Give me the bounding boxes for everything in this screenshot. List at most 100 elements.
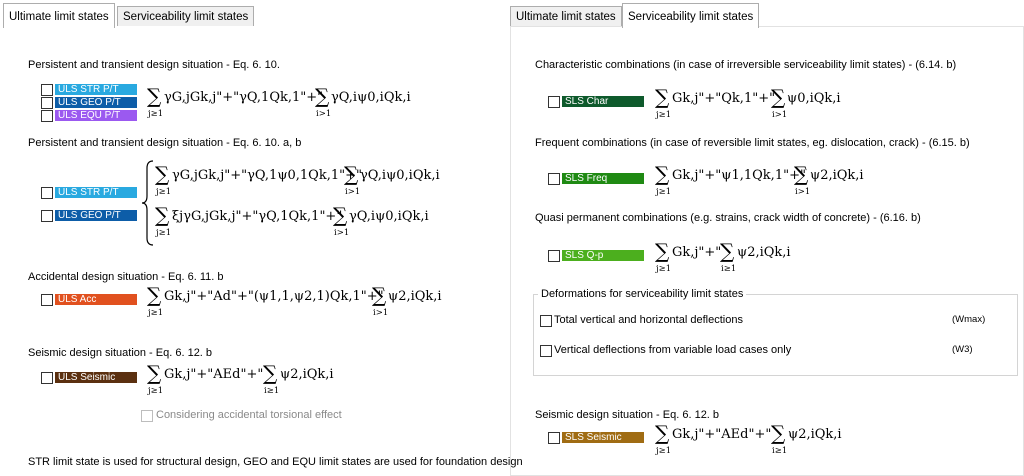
formula-part: Gk,j"+" <box>672 245 722 260</box>
uls-equ-checkbox[interactable] <box>41 110 53 122</box>
left-tab-bar: Ultimate limit states Serviceability lim… <box>0 0 510 28</box>
variable-deflection-checkbox[interactable] <box>540 345 552 357</box>
formula-part: γQ,iψ0,iQk,i <box>360 168 440 183</box>
formula-part: ψ0,iQk,i <box>787 91 841 106</box>
formula-part: γQ,iψ0,iQk,i <box>349 209 429 224</box>
uls-equ-tag: ULS EQU P/T <box>55 110 137 121</box>
right-tab-bar: Ultimate limit states Serviceability lim… <box>510 0 1024 28</box>
torsional-checkbox[interactable] <box>141 410 153 422</box>
accidental-heading: Accidental design situation - Eq. 6. 11.… <box>28 271 224 283</box>
sum-sign: ∑ <box>655 162 670 186</box>
sum-index: j≥1 <box>656 110 672 120</box>
deformations-legend: Deformations for serviceability limit st… <box>538 288 747 300</box>
formula-part: ψ2,iQk,i <box>810 168 864 183</box>
formula-part: Gk,j"+"Qk,1"+" <box>672 91 776 106</box>
total-deflection-unit: (Wmax) <box>952 314 986 325</box>
uls-str-ab-checkbox[interactable] <box>41 187 53 199</box>
deformations-group <box>533 294 1018 376</box>
uls-geo-checkbox[interactable] <box>41 97 53 109</box>
formula-part: Gk,j"+"ψ1,1Qk,1"+" <box>672 168 806 183</box>
formula-part: Gk,j"+"AEd"+" <box>164 367 264 382</box>
formula-part: Gk,j"+"Ad"+"(ψ1,1,ψ2,1)Qk,1"+" <box>164 289 384 304</box>
sum-index: j≥1 <box>656 187 672 197</box>
sum-index: i≥1 <box>264 386 280 396</box>
sum-index: i≥1 <box>721 264 737 274</box>
formula-part: ξjγG,jGk,j"+"γQ,1Qk,1"+" <box>172 209 343 224</box>
sum-index: i>1 <box>345 187 361 197</box>
sum-index: j≥1 <box>148 308 164 318</box>
uls-geo-tag: ULS GEO P/T <box>55 97 137 108</box>
sum-sign: ∑ <box>147 283 162 307</box>
sum-sign: ∑ <box>155 203 170 227</box>
curly-brace <box>141 160 154 246</box>
sum-sign: ∑ <box>794 162 809 186</box>
sls-seismic-checkbox[interactable] <box>548 432 560 444</box>
tab-ultimate-left[interactable]: Ultimate limit states <box>3 3 115 28</box>
tab-ultimate-right[interactable]: Ultimate limit states <box>510 6 622 27</box>
uls-str-checkbox[interactable] <box>41 84 53 96</box>
torsional-label: Considering accidental torsional effect <box>156 409 342 421</box>
sum-index: j≥1 <box>156 228 172 238</box>
formula-part: γG,jGk,j"+"γQ,1ψ0,1Qk,1"+" <box>172 168 362 183</box>
persistent-ab-heading: Persistent and transient design situatio… <box>28 137 302 149</box>
uls-geo-ab-checkbox[interactable] <box>41 210 53 222</box>
sum-index: i>1 <box>795 187 811 197</box>
sum-index: i>1 <box>373 308 389 318</box>
total-deflection-checkbox[interactable] <box>540 315 552 327</box>
sum-sign: ∑ <box>155 162 170 186</box>
total-deflection-label: Total vertical and horizontal deflection… <box>554 314 743 326</box>
seismic-heading-right: Seismic design situation - Eq. 6. 12. b <box>535 409 720 421</box>
tab-serviceability-right[interactable]: Serviceability limit states <box>622 3 760 28</box>
formula-part: γQ,iψ0,iQk,i <box>331 90 411 105</box>
seismic-heading-left: Seismic design situation - Eq. 6. 12. b <box>28 347 213 359</box>
uls-acc-checkbox[interactable] <box>41 294 53 306</box>
uls-str-ab-tag: ULS STR P/T <box>55 187 137 198</box>
sls-qp-tag: SLS Q-p <box>562 250 644 261</box>
sum-index: j≥1 <box>656 264 672 274</box>
sum-sign: ∑ <box>344 162 359 186</box>
variable-deflection-unit: (W3) <box>952 344 973 355</box>
sum-index: j≥1 <box>656 446 672 456</box>
sum-index: i>1 <box>772 110 788 120</box>
sum-index: i>1 <box>334 228 350 238</box>
sum-index: i>1 <box>316 109 332 119</box>
sls-qp-checkbox[interactable] <box>548 250 560 262</box>
footer-note: STR limit state is used for structural d… <box>28 456 523 468</box>
uls-str-tag: ULS STR P/T <box>55 84 137 95</box>
uls-seismic-checkbox[interactable] <box>41 372 53 384</box>
frequent-heading: Frequent combinations (in case of revers… <box>535 137 970 149</box>
formula-part: ψ2,iQk,i <box>788 427 842 442</box>
formula-part: Gk,j"+"AEd"+" <box>672 427 772 442</box>
sls-char-checkbox[interactable] <box>548 96 560 108</box>
sum-sign: ∑ <box>655 239 670 263</box>
sum-index: i≥1 <box>772 446 788 456</box>
quasi-heading: Quasi permanent combinations (e.g. strai… <box>535 212 921 224</box>
sls-char-tag: SLS Char <box>562 96 644 107</box>
sum-sign: ∑ <box>655 85 670 109</box>
persistent-heading: Persistent and transient design situatio… <box>28 59 280 71</box>
uls-seismic-tag: ULS Seismic <box>55 372 137 383</box>
sum-sign: ∑ <box>147 84 162 108</box>
sls-freq-tag: SLS Freq <box>562 173 644 184</box>
uls-geo-ab-tag: ULS GEO P/T <box>55 210 137 221</box>
sls-freq-checkbox[interactable] <box>548 173 560 185</box>
sum-sign: ∑ <box>771 85 786 109</box>
formula-part: ψ2,iQk,i <box>388 289 442 304</box>
sum-index: j≥1 <box>156 187 172 197</box>
formula-part: ψ2,iQk,i <box>737 245 791 260</box>
sum-sign: ∑ <box>720 239 735 263</box>
sum-sign: ∑ <box>147 361 162 385</box>
formula-part: γG,jGk,j"+"γQ,1Qk,1"+" <box>164 90 324 105</box>
sum-sign: ∑ <box>333 203 348 227</box>
sum-sign: ∑ <box>655 421 670 445</box>
tab-serviceability-left[interactable]: Serviceability limit states <box>117 6 255 27</box>
sum-sign: ∑ <box>372 283 387 307</box>
sum-sign: ∑ <box>263 361 278 385</box>
variable-deflection-label: Vertical deflections from variable load … <box>554 344 792 356</box>
sum-sign: ∑ <box>315 84 330 108</box>
formula-part: ψ2,iQk,i <box>280 367 334 382</box>
sls-seismic-tag: SLS Seismic <box>562 432 644 443</box>
characteristic-heading: Characteristic combinations (in case of … <box>535 59 957 71</box>
sum-index: j≥1 <box>148 109 164 119</box>
uls-acc-tag: ULS Acc <box>55 294 137 305</box>
